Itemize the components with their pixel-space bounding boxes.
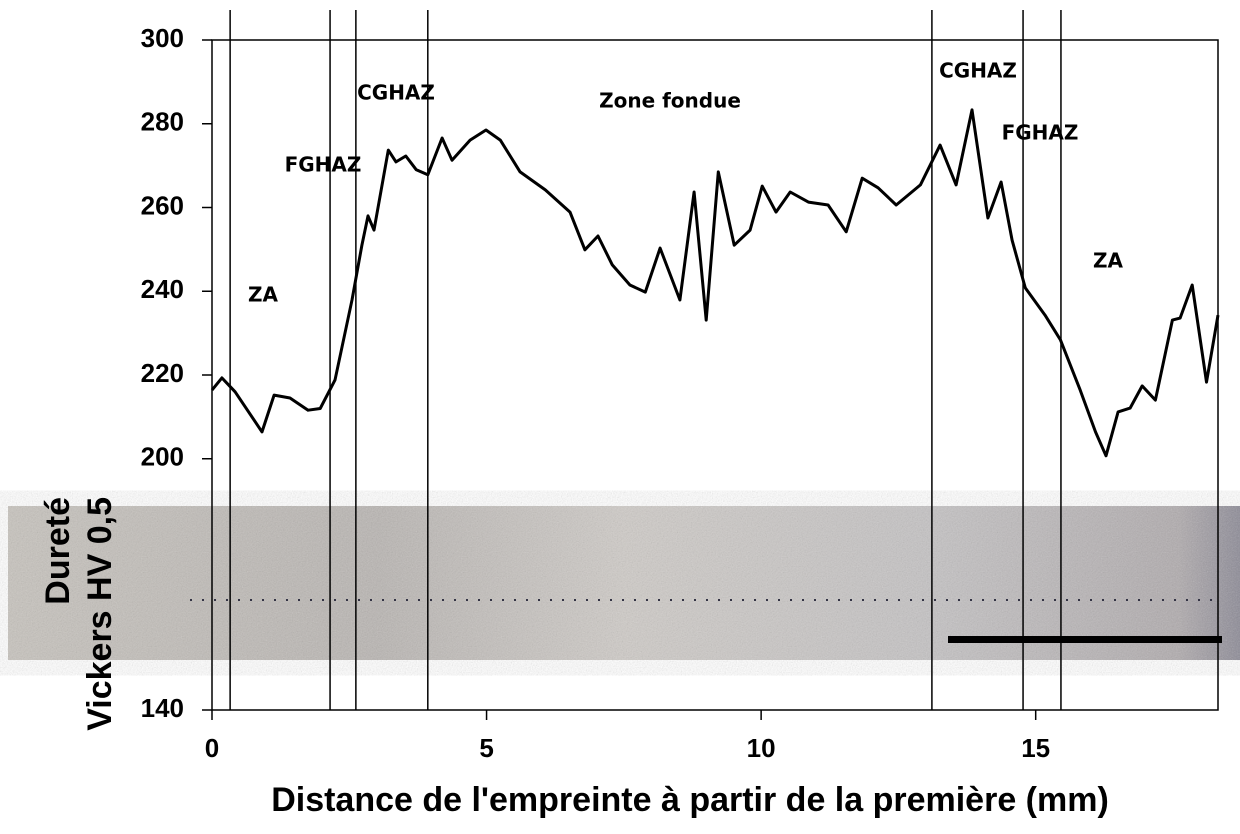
y-axis-title: Dureté — [39, 497, 77, 605]
plot-area — [202, 10, 1220, 720]
x-tick-label: 5 — [479, 733, 493, 763]
y-tick-label: 280 — [141, 107, 184, 137]
micrograph — [8, 506, 1240, 660]
x-axis-title: Distance de l'empreinte à partir de la p… — [271, 781, 1109, 819]
zone-label: CGHAZ — [357, 81, 435, 105]
zone-label: ZA — [248, 283, 279, 307]
y-axis-title: Vickers HV 0,5 — [81, 497, 119, 731]
y-tick-label: 200 — [141, 442, 184, 472]
hardness-line — [210, 108, 1220, 458]
x-tick-label: 15 — [1021, 733, 1050, 763]
zone-label: ZA — [1093, 249, 1124, 273]
y-tick-label: 260 — [141, 190, 184, 220]
y-tick-label: 240 — [141, 274, 184, 304]
zone-label: FGHAZ — [1002, 121, 1079, 145]
x-tick-label: 0 — [205, 733, 219, 763]
y-tick-label: 300 — [141, 23, 184, 53]
y-tick-label: 220 — [141, 358, 184, 388]
zone-label: FGHAZ — [285, 153, 362, 177]
x-tick-label: 10 — [747, 733, 776, 763]
zone-label: Zone fondue — [599, 89, 741, 113]
zone-label: CGHAZ — [939, 59, 1017, 83]
y-tick-label: 140 — [141, 693, 184, 723]
